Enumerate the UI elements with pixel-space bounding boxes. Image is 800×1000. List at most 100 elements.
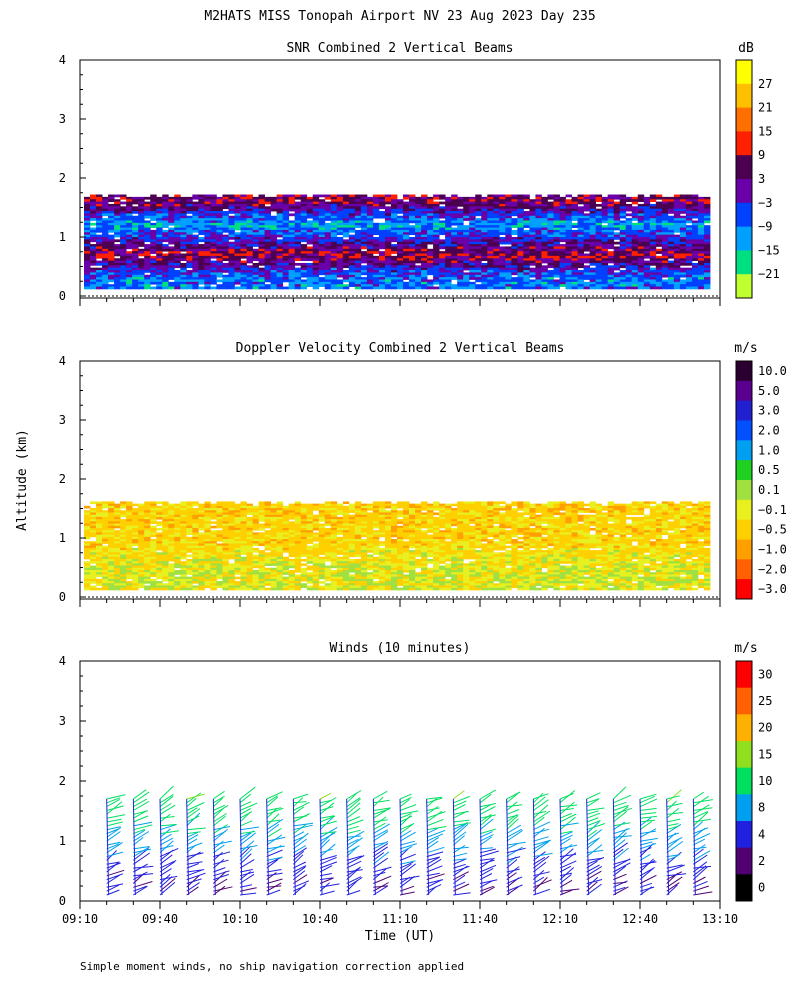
- heatmap-cell: [138, 274, 145, 278]
- heatmap-cell: [685, 281, 693, 285]
- heatmap-cell: [114, 203, 121, 207]
- heatmap-cell: [282, 267, 290, 271]
- heatmap-cell: [168, 248, 175, 252]
- heatmap-cell: [210, 255, 217, 259]
- heatmap-cell: [342, 203, 350, 207]
- heatmap-cell: [276, 218, 284, 221]
- heatmap-cell: [553, 265, 560, 269]
- heatmap-cell: [390, 196, 398, 200]
- heatmap-cell: [336, 199, 344, 202]
- heatmap-cell: [324, 255, 332, 259]
- heatmap-cell: [144, 265, 151, 269]
- heatmap-cell: [174, 581, 181, 584]
- heatmap-cell: [324, 194, 332, 198]
- heatmap-cell: [228, 545, 235, 549]
- heatmap-cell: [174, 554, 181, 558]
- heatmap-cell: [493, 246, 500, 250]
- heatmap-cell: [661, 241, 669, 245]
- heatmap-cell: [649, 272, 657, 276]
- heatmap-cell: [126, 270, 133, 273]
- heatmap-cell: [150, 260, 157, 264]
- heatmap-cell: [559, 213, 566, 217]
- heatmap-cell: [583, 194, 591, 198]
- heatmap-cell: [282, 244, 290, 247]
- colorbar-frame: [735, 59, 753, 299]
- heatmap-cell: [505, 267, 512, 271]
- heatmap-cell: [517, 222, 524, 226]
- heatmap-cell: [631, 270, 639, 273]
- heatmap-cell: [300, 262, 308, 266]
- heatmap-cell: [84, 545, 91, 549]
- heatmap-cell: [168, 508, 175, 511]
- heatmap-cell: [637, 279, 645, 283]
- heatmap-cell: [180, 534, 187, 538]
- heatmap-cell: [102, 227, 109, 231]
- heatmap-cell: [192, 248, 199, 252]
- panel-doppler: Doppler Velocity Combined 2 Vertical Bea…: [59, 341, 787, 607]
- heatmap-cell: [222, 541, 229, 544]
- heatmap-cell: [138, 253, 145, 257]
- heatmap-cell: [667, 274, 675, 278]
- heatmap-cell: [246, 244, 253, 247]
- heatmap-cell: [186, 265, 193, 269]
- heatmap-cell: [270, 237, 278, 240]
- heatmap-cell: [234, 244, 241, 247]
- heatmap-cell: [637, 232, 645, 236]
- heatmap-cell: [547, 201, 554, 205]
- heatmap-cell: [198, 527, 205, 531]
- heatmap-cell: [366, 222, 374, 226]
- heatmap-cell: [360, 246, 368, 250]
- heatmap-cell: [120, 519, 127, 522]
- heatmap-cell: [685, 206, 693, 210]
- heatmap-cell: [703, 262, 711, 266]
- heatmap-cell: [685, 251, 693, 254]
- heatmap-cell: [156, 508, 163, 511]
- heatmap-cell: [312, 225, 320, 228]
- heatmap-cell: [415, 270, 422, 273]
- heatmap-cell: [120, 218, 127, 221]
- heatmap-cell: [703, 213, 711, 217]
- heatmap-cell: [228, 587, 235, 591]
- heatmap-cell: [457, 208, 464, 212]
- heatmap-cell: [150, 270, 157, 273]
- heatmap-cell: [667, 234, 675, 238]
- heatmap-cell: [571, 206, 578, 210]
- heatmap-cell: [336, 286, 344, 290]
- heatmap-cell: [553, 272, 560, 276]
- heatmap-cell: [150, 246, 157, 250]
- heatmap-cell: [487, 239, 494, 243]
- heatmap-cell: [535, 211, 542, 214]
- heatmap-cell: [276, 255, 284, 259]
- heatmap-cell: [318, 203, 326, 207]
- heatmap-cell: [655, 225, 663, 228]
- heatmap-cell: [132, 229, 139, 233]
- heatmap-cell: [565, 286, 572, 290]
- heatmap-cell: [96, 501, 103, 505]
- heatmap-cell: [415, 237, 422, 240]
- heatmap-cell: [306, 277, 314, 280]
- heatmap-cell: [294, 262, 302, 266]
- heatmap-cell: [300, 220, 308, 224]
- heatmap-cell: [342, 234, 350, 238]
- heatmap-cell: [258, 199, 265, 202]
- heatmap-cell: [138, 527, 145, 531]
- heatmap-cell: [397, 211, 404, 214]
- heatmap-cell: [685, 199, 693, 202]
- heatmap-cell: [186, 583, 193, 586]
- heatmap-cell: [294, 253, 302, 257]
- heatmap-cell: [589, 227, 597, 231]
- heatmap-cell: [306, 262, 314, 266]
- heatmap-cell: [403, 234, 410, 238]
- heatmap-cell: [667, 265, 675, 269]
- heatmap-cell: [228, 229, 235, 233]
- heatmap-cell: [445, 227, 452, 231]
- heatmap-cell: [697, 222, 705, 226]
- heatmap-cell: [186, 536, 193, 540]
- heatmap-cell: [222, 211, 229, 214]
- heatmap-cell: [90, 284, 97, 287]
- heatmap-cell: [625, 229, 633, 233]
- heatmap-cell: [276, 220, 284, 224]
- heatmap-cell: [138, 229, 145, 233]
- heatmap-cell: [228, 258, 235, 261]
- heatmap-cell: [306, 203, 314, 207]
